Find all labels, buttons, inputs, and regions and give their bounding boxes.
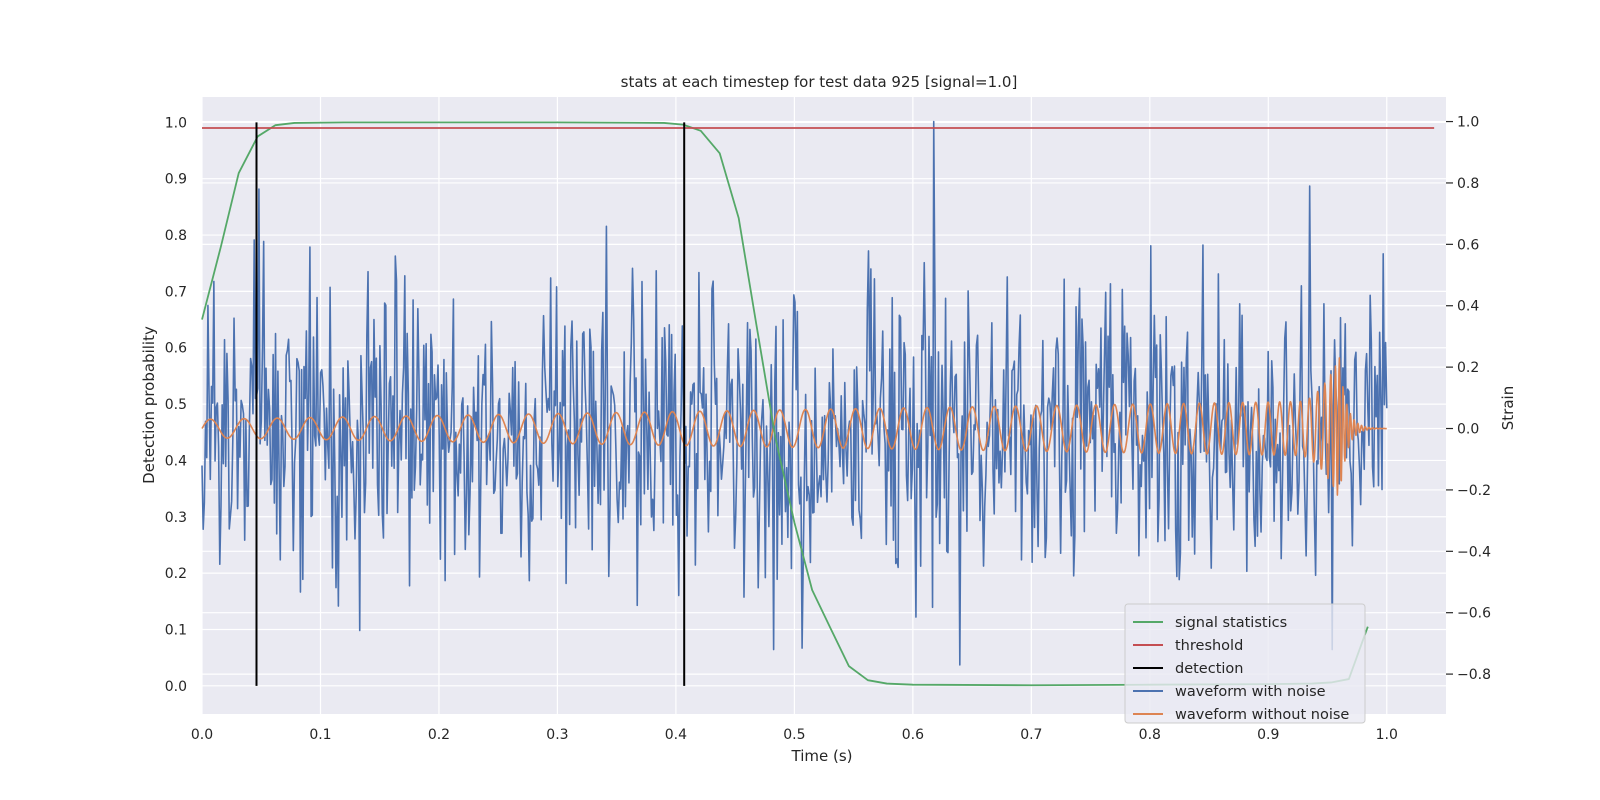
x-tick-label: 0.4 bbox=[665, 727, 687, 743]
y-tick-label: 0.7 bbox=[165, 284, 187, 300]
x-tick-label: 0.2 bbox=[428, 727, 450, 743]
y-tick-label: 0.1 bbox=[165, 622, 187, 638]
x-tick-label: 0.3 bbox=[546, 727, 568, 743]
y2-tick-label: 0.8 bbox=[1457, 176, 1479, 192]
legend-label: waveform without noise bbox=[1175, 707, 1349, 723]
x-tick-label: 0.1 bbox=[309, 727, 331, 743]
axes: 0.0 0.1 0.2 0.3 0.4 0.5 0.6 0.7 0.8 0.9 1.0 0.0 0.1 0… bbox=[165, 115, 1491, 743]
y-tick-label: 0.5 bbox=[165, 397, 187, 413]
x-tick-label: 0.0 bbox=[191, 727, 213, 743]
y-axis-label: Detection probability bbox=[140, 326, 158, 484]
x-tick-label: 0.9 bbox=[1257, 727, 1279, 743]
y2-tick-label: −0.4 bbox=[1457, 544, 1491, 560]
x-tick-label: 1.0 bbox=[1376, 727, 1398, 743]
y-tick-label: 0.6 bbox=[165, 341, 187, 357]
x-tick-label: 0.7 bbox=[1020, 727, 1042, 743]
y2-tick-label: −0.2 bbox=[1457, 483, 1491, 499]
y2-tick-label: −0.8 bbox=[1457, 667, 1491, 683]
y2-tick-label: 0.4 bbox=[1457, 299, 1479, 315]
x-tick-label: 0.5 bbox=[783, 727, 805, 743]
y-tick-label: 1.0 bbox=[165, 115, 187, 131]
y-tick-label: 0.3 bbox=[165, 510, 187, 526]
y-tick-label: 0.0 bbox=[165, 679, 187, 695]
series-waveform-without-noise bbox=[201, 357, 1388, 496]
legend-label: threshold bbox=[1175, 638, 1243, 654]
chart-title: stats at each timestep for test data 925… bbox=[621, 73, 1018, 91]
y-tick-label: 0.8 bbox=[165, 228, 187, 244]
x-axis-label: Time (s) bbox=[791, 747, 853, 765]
legend-label: detection bbox=[1175, 661, 1243, 677]
y2-tick-label: 1.0 bbox=[1457, 115, 1479, 131]
legend-label: signal statistics bbox=[1175, 615, 1287, 631]
legend-box bbox=[1124, 603, 1366, 724]
legend: signal statistics threshold detection wavef… bbox=[1124, 603, 1366, 724]
y2-tick-label: 0.2 bbox=[1457, 360, 1479, 376]
y-tick-label: 0.2 bbox=[165, 566, 187, 582]
y-tick-label: 0.9 bbox=[165, 172, 187, 188]
y2-tick-label: 0.0 bbox=[1457, 422, 1479, 438]
y-tick-label: 0.4 bbox=[165, 453, 187, 469]
x-tick-label: 0.6 bbox=[902, 727, 924, 743]
legend-label: waveform with noise bbox=[1175, 684, 1326, 700]
y2-tick-label: 0.6 bbox=[1457, 237, 1479, 253]
y2-tick-label: −0.6 bbox=[1457, 606, 1491, 622]
y2-axis-label: Strain bbox=[1499, 386, 1517, 430]
x-tick-label: 0.8 bbox=[1139, 727, 1161, 743]
